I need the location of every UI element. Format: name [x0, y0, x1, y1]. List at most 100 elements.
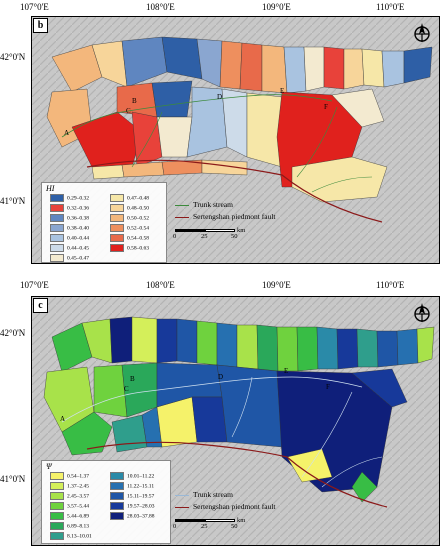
point-label: A — [64, 129, 69, 137]
legend-swatch — [110, 502, 124, 510]
legend-label: 0.29–0.32 — [67, 195, 89, 202]
basin-polygon — [316, 326, 339, 370]
legend-item: 0.40–0.44 — [50, 234, 89, 242]
legend-item: 11.22–15.11 — [110, 482, 154, 490]
point-label: B — [132, 97, 137, 105]
legend-swatch — [50, 194, 64, 202]
legend-item: 15.11–19.57 — [110, 492, 154, 500]
trunk-stream — [61, 376, 363, 423]
sertengshan-piedmont-fault — [86, 441, 388, 508]
legend-label: 0.54–1.37 — [67, 473, 89, 480]
basin-polygon — [261, 44, 288, 94]
scale-tick: 25 — [201, 233, 208, 240]
legend-swatch — [110, 482, 124, 490]
basin-polygon — [356, 328, 379, 368]
north-arrow-icon — [414, 23, 430, 42]
legend-label: 0.44–0.45 — [67, 245, 89, 252]
basin-polygon — [216, 322, 238, 368]
panel-c-chi-map: 107°0'E 108°0'E 109°0'E 110°0'E 42°0'N 4… — [0, 276, 447, 550]
legend-label: 8.13–10.01 — [67, 533, 92, 540]
legend-swatch — [50, 492, 64, 500]
legend-title: Ψ — [46, 462, 52, 471]
legend-label: 11.22–15.11 — [127, 483, 155, 490]
trunk-stream — [311, 176, 373, 193]
chi-legend: Ψ 0.54–1.37 1.37–2.45 2.45–3.57 3.57–5.44 5.… — [41, 460, 171, 544]
basin-polygon — [151, 80, 193, 118]
basin-polygon — [336, 328, 359, 370]
legend-fault: Sertengshan piedmont fault — [175, 212, 275, 221]
basin-polygon — [239, 42, 263, 92]
basin-polygon — [416, 326, 435, 364]
basin-polygon — [291, 156, 388, 203]
basin-polygon — [186, 86, 228, 158]
legend-item: 6.89–8.13 — [50, 522, 89, 530]
legend-trunk-stream: Trunk stream — [175, 490, 233, 499]
hi-legend: HI 0.29–0.32 0.32–0.36 0.36–0.38 0.38–0.40 0… — [41, 182, 167, 263]
legend-item: 0.54–1.37 — [50, 472, 89, 480]
point-label: F — [324, 103, 328, 111]
scale-bar: 0 25 50 km — [173, 227, 255, 247]
basin-polygon — [156, 116, 193, 158]
point-label: B — [130, 375, 135, 383]
legend-item: 1.37–2.45 — [50, 482, 89, 490]
point-label: E — [284, 367, 288, 375]
basin-polygon — [93, 364, 128, 418]
lon-label: 110°0'E — [376, 280, 405, 290]
trunk-stream — [321, 456, 383, 488]
lat-label: 42°0'N — [0, 52, 26, 62]
legend-line-label: Trunk stream — [193, 200, 233, 209]
legend-item: 0.36–0.38 — [50, 214, 89, 222]
scale-tick: 0 — [173, 523, 177, 530]
lon-label: 108°0'E — [146, 280, 175, 290]
legend-swatch — [50, 472, 64, 480]
north-arrow-icon — [414, 303, 430, 322]
panel-b-hypsometric-integral-map: 107°0'E 108°0'E 109°0'E 110°0'E 42°0'N 4… — [0, 0, 447, 270]
point-label: E — [280, 87, 284, 95]
lon-label: 107°0'E — [20, 2, 49, 12]
fault-swatch — [175, 216, 189, 218]
basin-polygon — [256, 324, 279, 372]
sertengshan-piedmont-fault — [86, 159, 383, 223]
legend-swatch — [110, 244, 124, 252]
basin-polygon — [191, 396, 228, 443]
legend-label: 0.52–0.54 — [127, 225, 149, 232]
basin-polygon — [276, 326, 299, 372]
legend-swatch — [50, 224, 64, 232]
lon-label: 109°0'E — [262, 280, 291, 290]
basin-polygon — [176, 318, 198, 364]
basin-polygon — [286, 448, 333, 483]
lon-label: 109°0'E — [262, 2, 291, 12]
basin-polygon — [61, 411, 113, 456]
scale-tick: 50 — [231, 233, 238, 240]
legend-swatch — [110, 194, 124, 202]
scale-unit: km — [237, 517, 246, 524]
basin-polygon — [403, 46, 433, 84]
legend-swatch — [110, 492, 124, 500]
legend-item: 0.52–0.54 — [110, 224, 149, 232]
legend-item: 2.45–3.57 — [50, 492, 89, 500]
legend-label: 5.44–6.89 — [67, 513, 89, 520]
basin-polygon — [351, 471, 378, 503]
basin-polygon — [343, 48, 365, 90]
legend-label: 6.89–8.13 — [67, 523, 89, 530]
basin-polygon — [361, 48, 385, 88]
legend-item: 0.32–0.36 — [50, 204, 89, 212]
legend-item: 19.57–28.03 — [110, 502, 155, 510]
trunk-stream-swatch — [175, 494, 189, 496]
basin-polygon — [219, 40, 243, 90]
legend-item: 5.44–6.89 — [50, 512, 89, 520]
legend-label: 3.57–5.44 — [67, 503, 89, 510]
basin-polygon — [351, 368, 408, 408]
trunk-stream — [131, 111, 163, 168]
legend-label: 0.38–0.40 — [67, 225, 89, 232]
basin-polygon — [323, 46, 345, 90]
basin-polygon — [109, 316, 133, 364]
legend-swatch — [50, 522, 64, 530]
legend-label: 0.47–0.48 — [127, 195, 149, 202]
lat-label: 41°0'N — [0, 196, 26, 206]
basin-polygon — [381, 50, 405, 88]
legend-line-label: Sertengshan piedmont fault — [193, 212, 276, 221]
basin-polygon — [396, 328, 419, 366]
trunk-stream — [61, 94, 333, 138]
fault-swatch — [175, 506, 189, 508]
